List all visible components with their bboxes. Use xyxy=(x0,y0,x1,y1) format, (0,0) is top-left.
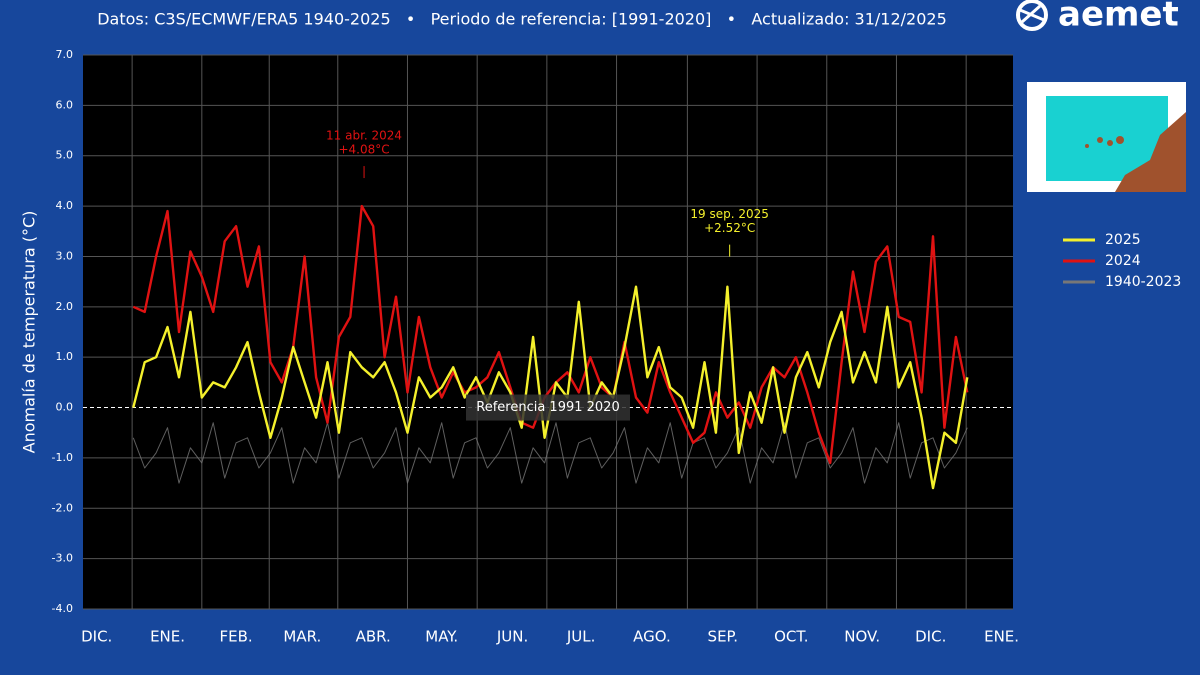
legend-label: 2024 xyxy=(1105,253,1141,269)
y-tick-label: 1.0 xyxy=(56,350,74,363)
annotation-date: 19 sep. 2025 xyxy=(690,207,769,221)
logo-icon xyxy=(1016,0,1048,31)
x-tick-label: MAR. xyxy=(283,628,321,646)
series-line xyxy=(132,422,968,484)
x-tick-label: MAY. xyxy=(425,628,458,646)
reference-label: Referencia 1991 2020 xyxy=(476,400,619,415)
y-tick-label: 5.0 xyxy=(56,149,74,162)
x-tick-label: JUL. xyxy=(566,628,596,646)
y-tick-label: -2.0 xyxy=(52,501,73,514)
y-tick-label: -4.0 xyxy=(52,602,73,615)
subtitle: Datos: C3S/ECMWF/ERA5 1940-2025 • Period… xyxy=(97,10,947,29)
x-tick-label: ENE. xyxy=(984,628,1019,646)
map-inset xyxy=(1027,82,1186,192)
y-axis-label: Anomalía de temperatura (°C) xyxy=(20,211,39,454)
x-tick-label: JUN. xyxy=(496,628,528,646)
x-tick-label: FEB. xyxy=(220,628,253,646)
annotation-value: +2.52°C xyxy=(704,221,755,235)
annotation-value: +4.08°C xyxy=(338,143,389,157)
x-tick-label: AGO. xyxy=(633,628,671,646)
x-tick-label: SEP. xyxy=(708,628,738,646)
y-tick-label: -3.0 xyxy=(52,552,73,565)
y-tick-label: 0.0 xyxy=(56,401,74,414)
legend-label: 1940-2023 xyxy=(1105,274,1181,290)
plot-area xyxy=(83,55,1013,609)
y-tick-label: 4.0 xyxy=(56,199,74,212)
y-tick-label: 3.0 xyxy=(56,249,74,262)
reference-label-box xyxy=(466,394,630,421)
y-tick-label: -1.0 xyxy=(52,451,73,464)
x-tick-label: NOV. xyxy=(844,628,880,646)
x-tick-label: DIC. xyxy=(915,628,946,646)
legend-label: 2025 xyxy=(1105,232,1141,248)
x-tick-label: ABR. xyxy=(356,628,391,646)
logo: aemet xyxy=(1058,0,1179,35)
series-line xyxy=(132,204,969,465)
x-tick-label: OCT. xyxy=(774,628,808,646)
x-tick-label: ENE. xyxy=(150,628,185,646)
annotation-date: 11 abr. 2024 xyxy=(326,129,402,143)
y-tick-label: 2.0 xyxy=(56,300,74,313)
y-tick-label: 7.0 xyxy=(56,48,74,61)
y-tick-label: 6.0 xyxy=(56,98,74,111)
x-tick-label: DIC. xyxy=(81,628,112,646)
